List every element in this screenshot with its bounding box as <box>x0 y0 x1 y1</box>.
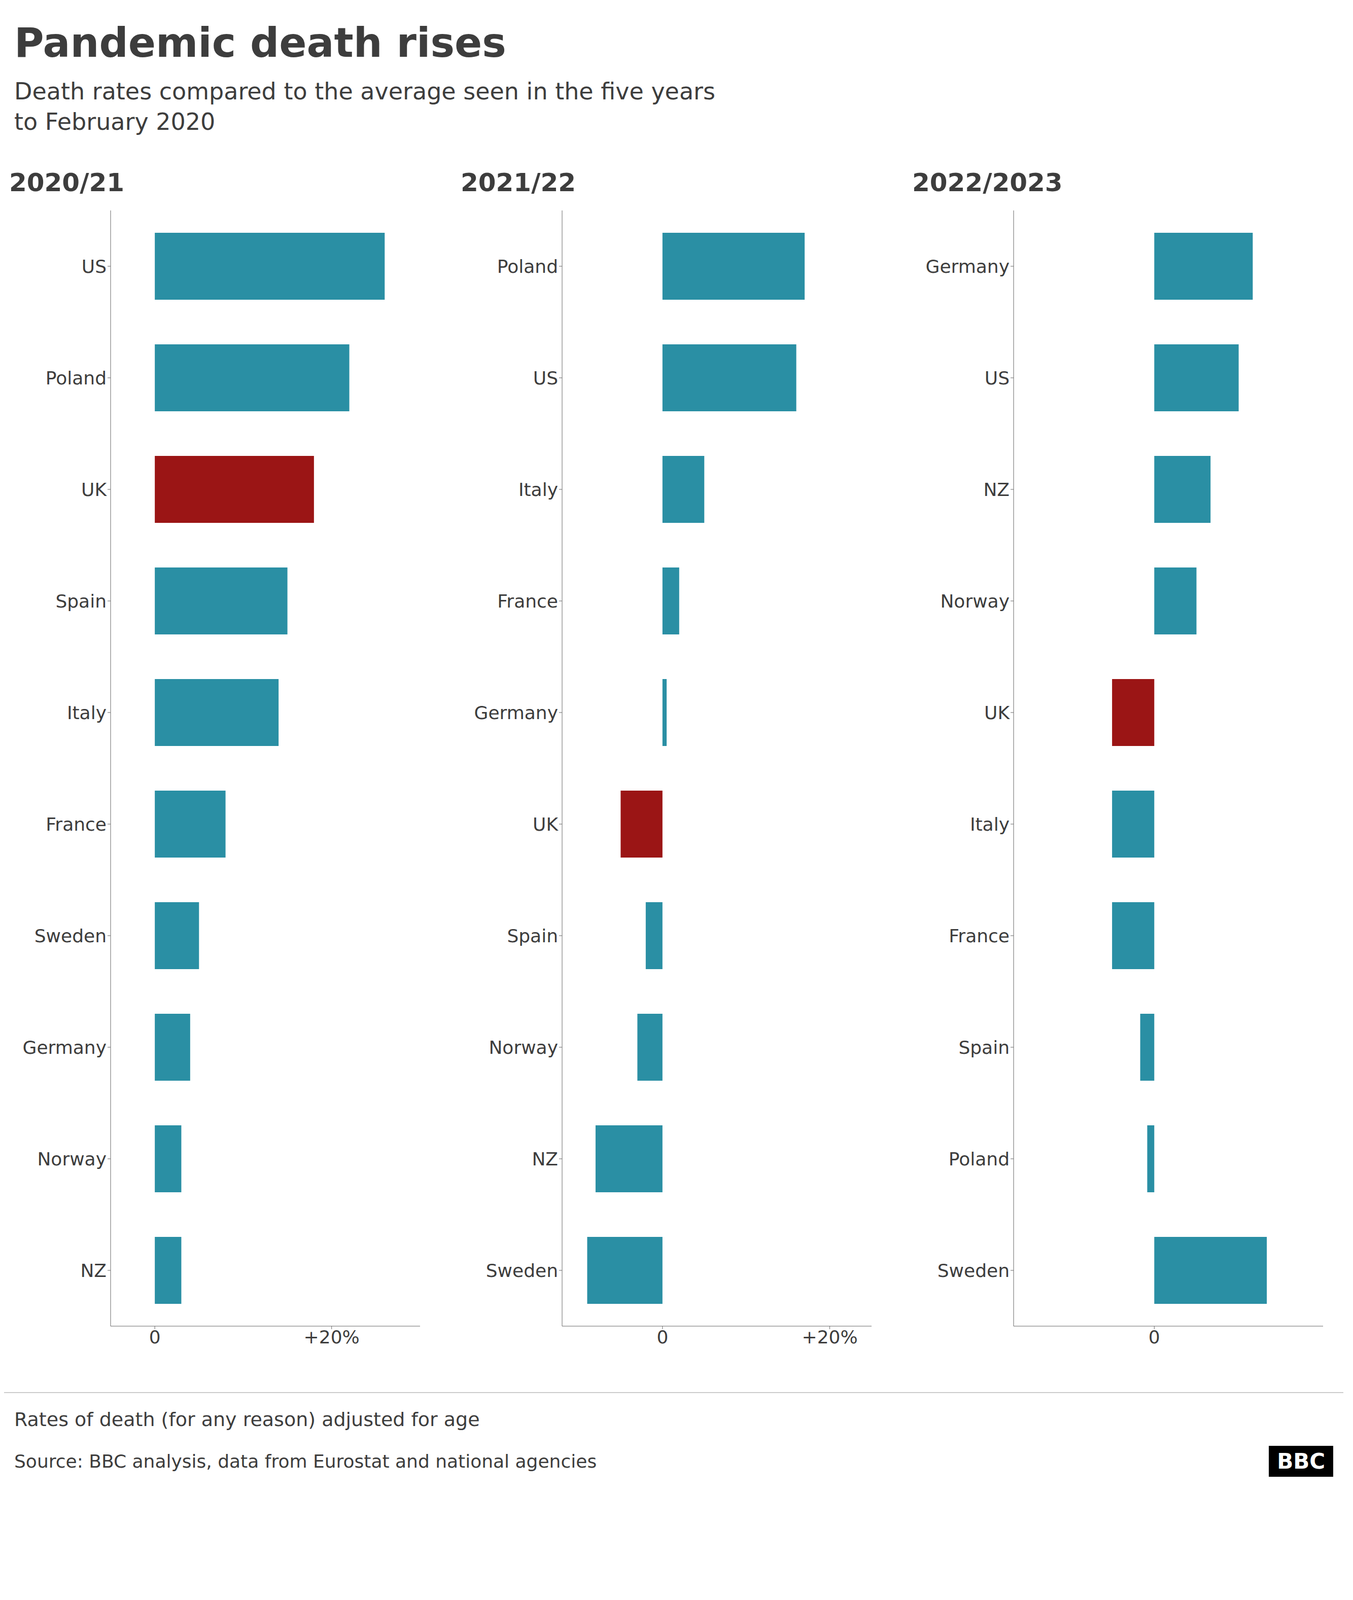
svg-text:Italy: Italy <box>969 813 1010 835</box>
svg-text:NZ: NZ <box>531 1148 559 1170</box>
svg-text:Norway: Norway <box>37 1148 107 1170</box>
svg-text:US: US <box>984 367 1010 389</box>
svg-text:Sweden: Sweden <box>937 1260 1010 1281</box>
svg-text:France: France <box>45 813 107 835</box>
svg-text:Norway: Norway <box>940 590 1010 612</box>
svg-text:Italy: Italy <box>66 702 107 723</box>
svg-text:US: US <box>81 255 107 277</box>
svg-text:Sweden: Sweden <box>34 925 107 947</box>
svg-text:Spain: Spain <box>958 1036 1010 1058</box>
svg-text:Germany: Germany <box>925 255 1010 277</box>
svg-text:US: US <box>533 367 559 389</box>
svg-text:Poland: Poland <box>45 367 107 389</box>
html-text:2020/21: 2020/21 <box>9 167 125 198</box>
svg-text:Spain: Spain <box>55 590 107 612</box>
svg-text:Spain: Spain <box>506 925 559 947</box>
html-text:2021/22: 2021/22 <box>460 167 576 198</box>
svg-text:France: France <box>497 590 559 612</box>
svg-text:NZ: NZ <box>983 478 1010 500</box>
html-text:BBC: BBC <box>1276 1449 1326 1475</box>
svg-text:Italy: Italy <box>518 478 559 500</box>
svg-text:Germany: Germany <box>22 1036 107 1058</box>
svg-text:Sweden: Sweden <box>486 1260 559 1281</box>
html-text:Death rates compared to the av: Death rates compared to the average seen… <box>14 77 716 136</box>
svg-text:NZ: NZ <box>80 1260 107 1281</box>
svg-text:Poland: Poland <box>948 1148 1010 1170</box>
svg-text:UK: UK <box>984 702 1011 723</box>
html-text:Pandemic death rises: Pandemic death rises <box>14 19 507 67</box>
svg-text:0: 0 <box>1148 1326 1161 1348</box>
svg-text:Norway: Norway <box>488 1036 559 1058</box>
svg-text:France: France <box>948 925 1010 947</box>
svg-text:Germany: Germany <box>474 702 559 723</box>
svg-text:UK: UK <box>532 813 559 835</box>
svg-text:0: 0 <box>149 1326 161 1348</box>
svg-text:Poland: Poland <box>497 255 559 277</box>
svg-text:0: 0 <box>656 1326 669 1348</box>
html-text:Source: BBC analysis, data fro: Source: BBC analysis, data from Eurostat… <box>14 1451 597 1473</box>
html-text:2022/2023: 2022/2023 <box>912 167 1063 198</box>
svg-text:UK: UK <box>81 478 108 500</box>
html-text:Rates of death (for any reason: Rates of death (for any reason) adjusted… <box>14 1408 480 1431</box>
svg-text:+20%: +20% <box>801 1326 858 1348</box>
svg-text:+20%: +20% <box>303 1326 360 1348</box>
